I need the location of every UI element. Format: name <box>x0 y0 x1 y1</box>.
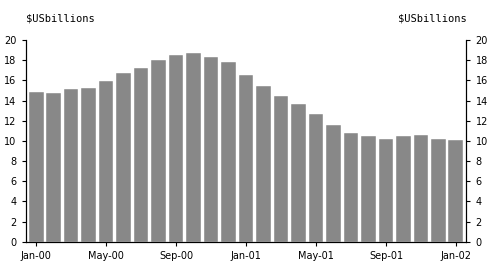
Bar <box>291 104 306 242</box>
Bar <box>29 92 43 242</box>
Bar <box>169 55 184 242</box>
Bar <box>116 73 131 242</box>
Bar <box>378 139 394 242</box>
Bar <box>326 125 341 242</box>
Bar <box>221 62 236 242</box>
Bar <box>431 139 446 242</box>
Bar <box>98 81 114 242</box>
Bar <box>204 57 218 242</box>
Bar <box>256 86 271 242</box>
Bar <box>361 136 376 242</box>
Bar <box>396 136 411 242</box>
Bar <box>186 53 201 242</box>
Bar <box>151 60 166 242</box>
Bar <box>274 96 288 242</box>
Bar <box>343 133 358 242</box>
Bar <box>449 140 463 242</box>
Bar <box>81 89 96 242</box>
Text: $USbillions: $USbillions <box>26 14 94 24</box>
Bar <box>239 75 253 242</box>
Bar <box>46 94 61 242</box>
Bar <box>134 68 149 242</box>
Bar <box>413 135 429 242</box>
Bar <box>63 89 79 242</box>
Bar <box>308 114 323 242</box>
Text: $USbillions: $USbillions <box>398 14 466 24</box>
